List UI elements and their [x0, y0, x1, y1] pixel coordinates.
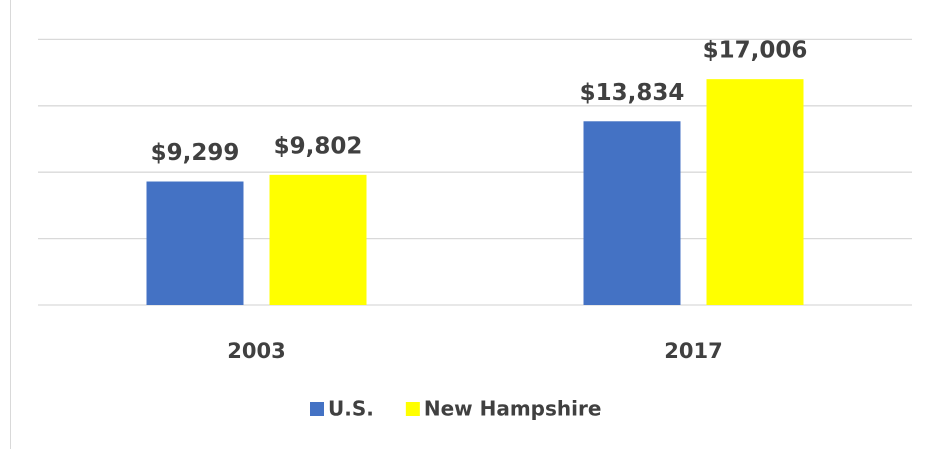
- legend-label: U.S.: [328, 397, 374, 421]
- data-label: $9,299: [151, 140, 240, 166]
- chart-border: [10, 0, 11, 449]
- data-label: $9,802: [274, 133, 363, 159]
- legend-label: New Hampshire: [424, 397, 602, 421]
- data-label: $13,834: [580, 80, 685, 106]
- x-tick-label: 2017: [664, 339, 722, 363]
- bar: [706, 79, 804, 306]
- legend-swatch: [405, 402, 420, 416]
- legend-swatch: [310, 402, 324, 416]
- bar: [269, 174, 367, 305]
- bar: [146, 181, 244, 305]
- bar: [583, 121, 681, 305]
- data-label: $17,006: [703, 38, 808, 64]
- x-tick-label: 2003: [227, 339, 285, 363]
